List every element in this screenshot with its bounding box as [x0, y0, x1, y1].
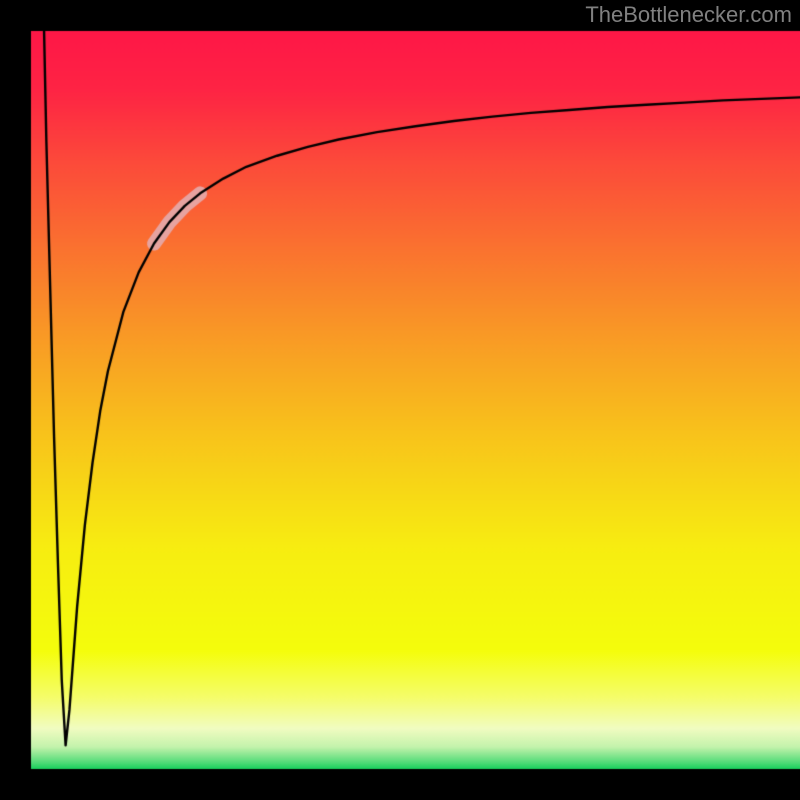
watermark-text: TheBottlenecker.com: [585, 2, 792, 28]
bottleneck-chart-canvas: [0, 0, 800, 800]
chart-container: TheBottlenecker.com: [0, 0, 800, 800]
